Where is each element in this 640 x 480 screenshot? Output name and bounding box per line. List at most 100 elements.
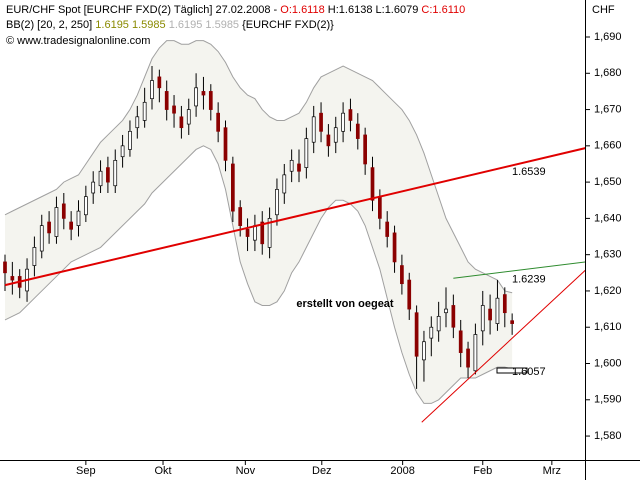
y-axis-label: CHF: [592, 4, 615, 16]
candle-body: [392, 232, 397, 263]
candle-body: [473, 334, 478, 372]
candle-body: [297, 163, 301, 172]
plot-area: [3, 40, 585, 423]
candle-body: [326, 134, 331, 147]
drawing-box: [496, 367, 528, 374]
candle-body: [98, 170, 103, 187]
candle-body: [128, 130, 132, 150]
x-tick-label: Okt: [154, 465, 171, 477]
candle-body: [106, 167, 110, 183]
y-tick-label: 1,650: [594, 176, 622, 188]
candle-body: [194, 87, 198, 107]
candle-body: [186, 109, 191, 125]
candle-body: [61, 203, 66, 219]
y-tick-label: 1,670: [594, 103, 622, 115]
candle-body: [480, 305, 485, 332]
y-tick-label: 1,630: [594, 249, 622, 261]
candle-body: [267, 218, 272, 248]
y-tick-label: 1,580: [594, 430, 622, 442]
candle-body: [10, 276, 15, 281]
candle-body: [275, 189, 279, 216]
indicator-line: BB(2) [20, 2, 250] 1.6195 1.5985 1.6195 …: [6, 19, 334, 31]
candle-body: [363, 134, 367, 165]
candle-body: [150, 80, 154, 100]
candle-body: [429, 326, 434, 339]
candle-body: [216, 112, 220, 132]
candle-body: [120, 145, 125, 158]
candle-body: [32, 247, 37, 266]
candle-body: [223, 127, 228, 161]
y-tick-label: 1,600: [594, 357, 622, 369]
candle-body: [54, 207, 59, 237]
y-tick-label: 1,620: [594, 285, 622, 297]
y-tick-label: 1,640: [594, 212, 622, 224]
indicator-values: 1.6195 1.5985: [169, 19, 239, 31]
trend-line: [421, 269, 585, 423]
candle-body: [422, 341, 426, 361]
candle-body: [355, 123, 360, 139]
candle-body: [135, 116, 140, 129]
ohlc-label: L:1.6079: [376, 4, 419, 16]
x-tick-label: Nov: [236, 465, 256, 477]
candle-body: [333, 127, 338, 143]
trend-label: 1.6239: [512, 273, 546, 285]
candle-body: [414, 312, 419, 357]
candle-body: [510, 320, 514, 324]
candle-body: [289, 159, 294, 172]
candle-body: [47, 221, 51, 234]
y-tick-label: 1,610: [594, 321, 622, 333]
candle-body: [466, 348, 470, 368]
candle-body: [39, 225, 44, 252]
candle-body: [348, 109, 353, 121]
x-tick-label: 2008: [390, 465, 414, 477]
candle-body: [495, 297, 500, 324]
band-upper: [4, 40, 513, 294]
indicator-name: BB(2) [20, 2, 250]: [6, 19, 92, 31]
candle-body: [451, 305, 456, 328]
candle-body: [253, 225, 257, 241]
ohlc-label: C:1.6110: [421, 4, 465, 16]
band-lower: [4, 145, 513, 404]
candle-body: [341, 112, 345, 132]
x-tick-label: Sep: [76, 465, 96, 477]
candle-body: [245, 228, 250, 237]
candle-body: [319, 112, 323, 132]
candle-body: [370, 167, 375, 201]
y-tick-label: 1,590: [594, 394, 622, 406]
candle-body: [142, 101, 147, 121]
candle-body: [208, 91, 213, 110]
trend-label: 1.6539: [512, 166, 546, 178]
candle-body: [83, 196, 88, 216]
candle-body: [282, 174, 287, 194]
copyright: © www.tradesignalonline.com: [6, 35, 150, 47]
candle-body: [488, 308, 492, 321]
candle-body: [3, 261, 7, 274]
trend-line: [4, 147, 585, 287]
candle-body: [238, 207, 243, 226]
candle-body: [400, 265, 404, 285]
candle-body: [311, 116, 316, 143]
indicator-source: {EURCHF FXD(2)}: [242, 19, 334, 31]
candle-body: [201, 91, 206, 96]
x-tick-label: Feb: [473, 465, 492, 477]
chart-title: EUR/CHF Spot [EURCHF FXD(2) Täglich] 27.…: [6, 4, 278, 16]
candle-body: [157, 76, 162, 89]
candle-body: [407, 279, 412, 310]
y-tick-label: 1,690: [594, 31, 622, 43]
candle-body: [76, 210, 81, 226]
candle-body: [502, 294, 507, 314]
candle-body: [458, 330, 463, 353]
y-tick-label: 1,660: [594, 140, 622, 152]
candle-body: [172, 105, 176, 114]
candle-body: [69, 221, 74, 230]
candle-body: [378, 196, 382, 219]
trend-label: 1.6057: [512, 366, 546, 378]
candle-body: [260, 221, 265, 245]
annotation: erstellt von oegeat: [296, 298, 394, 310]
ohlc-label: H:1.6138: [328, 4, 373, 16]
x-tick-label: Dez: [312, 465, 332, 477]
indicator-values: 1.6195 1.5985: [95, 19, 165, 31]
header-line: EUR/CHF Spot [EURCHF FXD(2) Täglich] 27.…: [6, 4, 465, 16]
